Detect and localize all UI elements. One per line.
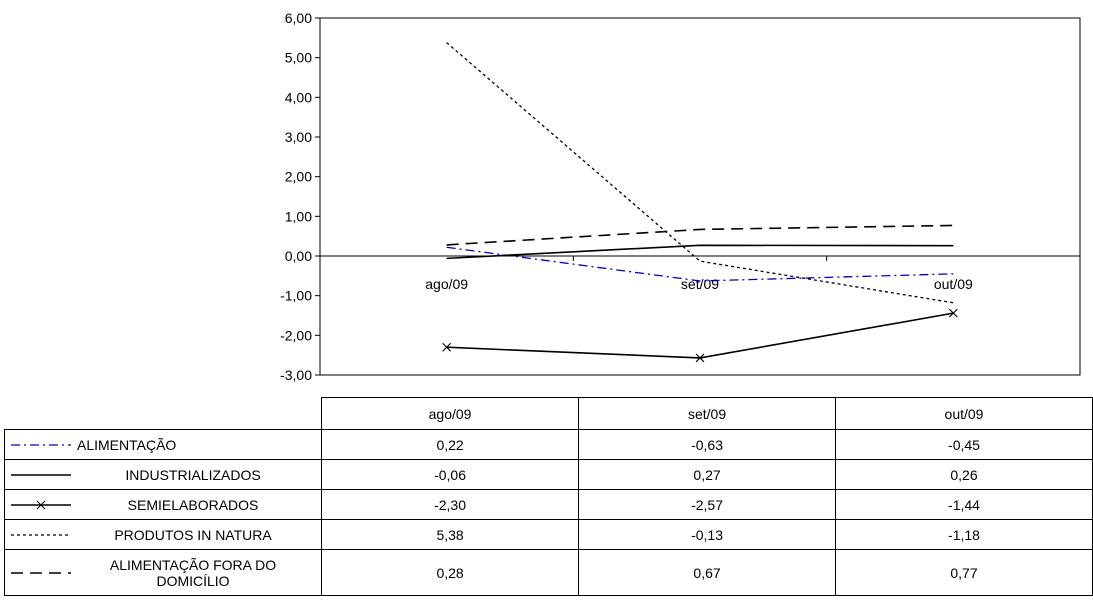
x-tick-label: out/09 — [934, 276, 973, 292]
table-cell: 0,28 — [321, 549, 580, 596]
table-row: ALIMENTAÇÃO FORA DO DOMICÍLIO 0,28 0,67 … — [3, 549, 1093, 596]
series-line — [446, 224, 954, 246]
line-chart: 6,00 5,00 4,00 3,00 2,00 1,00 0,00 -1,00 -2,00 -3… — [280, 10, 1081, 383]
table-row: PRODUTOS IN NATURA 5,38 -0,13 -1,18 — [3, 519, 1093, 550]
table-cell: 0,67 — [578, 549, 837, 596]
table-row: INDUSTRIALIZADOS -0,06 0,27 0,26 — [3, 459, 1093, 490]
table-cell: 0,77 — [835, 549, 1093, 596]
y-tick-label: -3,00 — [280, 367, 312, 383]
data-point-marker — [948, 308, 958, 318]
legend-cell: ALIMENTAÇÃO FORA DO DOMICÍLIO — [3, 549, 323, 596]
y-tick-label: 2,00 — [285, 169, 312, 185]
series-label: ALIMENTAÇÃO FORA DO DOMICÍLIO — [109, 556, 277, 589]
legend-swatch-x-marker — [11, 500, 71, 509]
x-tick-label: ago/09 — [425, 276, 468, 292]
plot-frame — [319, 17, 1081, 376]
table-cell: -2,30 — [321, 489, 580, 520]
y-tick-label: -1,00 — [280, 288, 312, 304]
column-header: out/09 — [835, 397, 1093, 430]
x-axis: ago/09 set/09 out/09 — [319, 255, 1081, 292]
y-tick-label: 1,00 — [285, 208, 312, 224]
table-cell: -0,06 — [321, 459, 580, 490]
table-cell: -0,63 — [578, 429, 837, 460]
legend-swatch-long-dash — [11, 571, 71, 574]
table-cell: 0,26 — [835, 459, 1093, 490]
series-label: ALIMENTAÇÃO — [77, 436, 177, 453]
marker-stroke — [442, 342, 452, 352]
table-cell: -1,44 — [835, 489, 1093, 520]
column-header: set/09 — [578, 397, 837, 430]
marker-stroke — [695, 353, 705, 363]
table-cell: -2,57 — [578, 489, 837, 520]
legend-cell: ALIMENTAÇÃO — [3, 429, 323, 460]
series-line — [446, 42, 954, 304]
data-point-marker — [695, 353, 705, 363]
legend-cell: PRODUTOS IN NATURA — [3, 519, 323, 550]
series-layer — [442, 42, 958, 363]
legend-cell: SEMIELABORADOS — [3, 489, 323, 520]
table-row: SEMIELABORADOS -2,30 -2,57 -1,44 — [3, 489, 1093, 520]
table-row: ALIMENTAÇÃO 0,22 -0,63 -0,45 — [3, 429, 1093, 460]
table-corner — [4, 397, 322, 430]
y-tick-label: 6,00 — [285, 10, 312, 26]
data-point-marker — [442, 342, 452, 352]
data-table: ago/09 set/09 out/09 ALIMENTAÇÃO 0,22 -0… — [3, 397, 1093, 596]
legend-swatch-short-dash — [11, 533, 71, 536]
y-tick-label: 3,00 — [285, 129, 312, 145]
legend-swatch-solid — [11, 473, 71, 476]
series-label: SEMIELABORADOS — [127, 496, 259, 513]
table-cell: -1,18 — [835, 519, 1093, 550]
y-tick-label: 4,00 — [285, 89, 312, 105]
table-cell: 0,27 — [578, 459, 837, 490]
table-cell: -0,13 — [578, 519, 837, 550]
table-cell: -0,45 — [835, 429, 1093, 460]
legend-swatch-dash-dot — [11, 443, 71, 446]
series-line — [446, 246, 954, 282]
table-header-row: ago/09 set/09 out/09 — [4, 397, 1093, 430]
marker-stroke — [948, 308, 958, 318]
table-cell: 5,38 — [321, 519, 580, 550]
series-label: PRODUTOS IN NATURA — [114, 526, 272, 543]
y-tick-label: 5,00 — [285, 50, 312, 66]
y-axis: 6,00 5,00 4,00 3,00 2,00 1,00 0,00 -1,00 -2,00 -3… — [280, 10, 1081, 383]
legend-cell: INDUSTRIALIZADOS — [3, 459, 323, 490]
y-tick-label: -2,00 — [280, 327, 312, 343]
x-tick-label: set/09 — [681, 276, 719, 292]
y-tick-label: 0,00 — [285, 248, 312, 264]
series-label: INDUSTRIALIZADOS — [125, 466, 261, 483]
series-line — [446, 312, 954, 359]
table-cell: 0,22 — [321, 429, 580, 460]
series-line — [446, 244, 954, 260]
column-header: ago/09 — [321, 397, 580, 430]
